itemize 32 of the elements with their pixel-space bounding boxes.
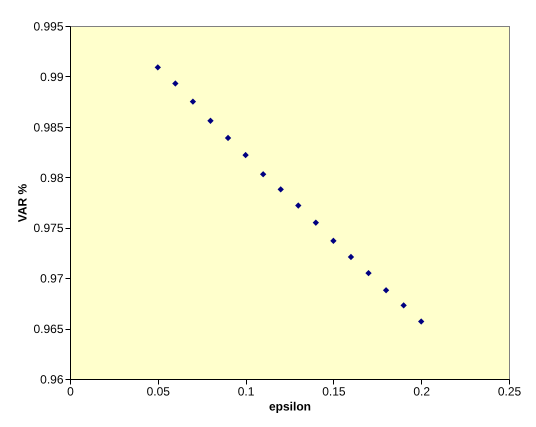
point: [154, 64, 161, 71]
y-tick-label: 0.985: [33, 120, 64, 134]
point: [242, 152, 249, 158]
y-tick-label: 0.97: [40, 272, 64, 286]
y-tick-label: 0.98: [40, 170, 64, 185]
point: [190, 98, 196, 105]
y-tick-label: 0.965: [33, 322, 64, 336]
point: [224, 134, 232, 142]
point: [278, 186, 284, 193]
point: [312, 220, 319, 226]
y-tick-label: 0.99: [40, 70, 64, 84]
x-axis-title: epsilon: [268, 400, 312, 414]
point: [418, 318, 424, 325]
y-tick-label: 0.975: [33, 221, 64, 236]
point: [348, 254, 354, 260]
point: [365, 270, 372, 276]
x-tick-label: 0.1: [238, 384, 255, 398]
point: [400, 302, 407, 309]
y-axis-title: VAR %: [15, 183, 30, 222]
x-tick-label: 0.05: [146, 384, 170, 398]
x-tick-label: 0.15: [322, 384, 346, 398]
point: [207, 118, 214, 124]
point: [260, 171, 266, 178]
point: [382, 287, 390, 294]
point: [330, 238, 337, 244]
point: [295, 202, 302, 209]
point: [172, 80, 179, 87]
x-tick-label: 0: [67, 384, 74, 398]
x-tick-label: 0.25: [498, 384, 522, 398]
x-tick-label: 0.2: [413, 384, 430, 398]
y-tick-label: 0.96: [40, 372, 64, 386]
y-tick-label: 0.995: [33, 20, 64, 34]
